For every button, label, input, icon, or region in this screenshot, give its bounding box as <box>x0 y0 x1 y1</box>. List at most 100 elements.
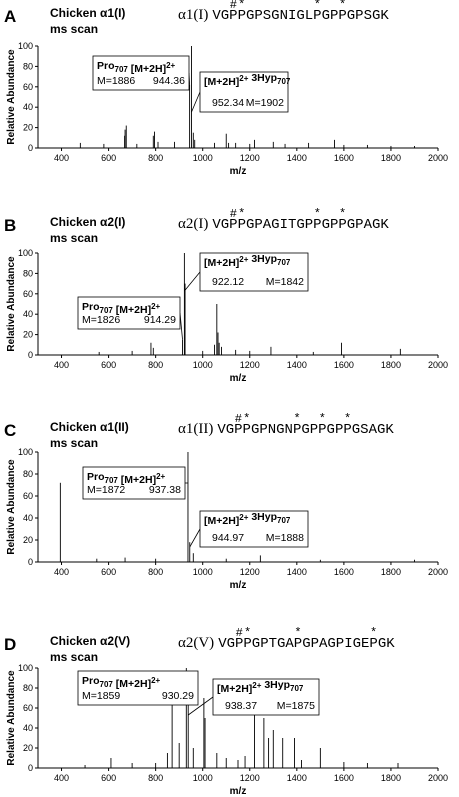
ion-part: Pro <box>87 471 105 483</box>
ion-part: 3Hyp <box>248 511 277 523</box>
y-tick-label: 40 <box>23 309 33 319</box>
y-tick-label: 60 <box>23 82 33 92</box>
sequence-mark: * <box>314 207 321 221</box>
x-tick-label: 1200 <box>240 567 260 577</box>
sequence-mark: * <box>319 412 326 426</box>
annotation-mz: 944.36 <box>153 75 185 87</box>
x-tick-label: 1400 <box>287 360 307 370</box>
annotation-mass: M=1859 <box>82 690 120 702</box>
annotation-pointer <box>184 271 201 292</box>
sequence-mark: * <box>294 412 301 426</box>
sequence-mark: # <box>236 626 243 640</box>
ion-part: [M+2H] <box>204 515 239 527</box>
x-tick-label: 1600 <box>334 773 354 783</box>
x-tick-label: 1800 <box>381 567 401 577</box>
sequence: VGPPGPTGAPGPAGPIGEPGK <box>218 636 395 652</box>
annotation-mass: M=1842 <box>266 276 304 288</box>
panel-title: Chicken α1(II) <box>50 420 129 434</box>
ion-part: 707 <box>277 77 291 86</box>
ion-part: 2+ <box>151 676 160 685</box>
annotation-pointer <box>189 528 201 548</box>
annotation-mass: M=1875 <box>277 700 315 712</box>
x-axis-label: m/z <box>230 786 247 797</box>
y-tick-label: 100 <box>18 663 33 673</box>
x-tick-label: 400 <box>54 153 69 163</box>
x-tick-label: 600 <box>101 773 116 783</box>
ion-part: 2+ <box>239 74 248 83</box>
sequence: VGPPGPAGITGPPGPPGPAGK <box>212 217 389 233</box>
x-axis-label: m/z <box>230 373 247 384</box>
annotation-ion: [M+2H]2+ 3Hyp707 <box>217 679 304 695</box>
x-tick-label: 600 <box>101 153 116 163</box>
x-tick-label: 1000 <box>193 567 213 577</box>
ion-part: 3Hyp <box>261 679 290 691</box>
sequence-mark: * <box>238 207 245 221</box>
sequence: VGPPGPNGNPGPPGPPGSAGK <box>217 422 394 438</box>
ion-part: [M+2H] <box>118 474 156 486</box>
x-tick-label: 2000 <box>428 773 448 783</box>
annotation-mz: 938.37 <box>225 700 257 712</box>
x-tick-label: 2000 <box>428 360 448 370</box>
y-tick-label: 20 <box>23 123 33 133</box>
ion-part: 707 <box>277 258 291 267</box>
annotation-mz: 922.12 <box>212 276 244 288</box>
x-tick-label: 1400 <box>287 567 307 577</box>
ion-part: [M+2H] <box>113 304 151 316</box>
y-axis-label: Relative Abundance <box>6 256 17 352</box>
chain-label: α1(I) <box>178 7 208 23</box>
ion-part: 707 <box>105 476 119 485</box>
x-tick-label: 1000 <box>193 360 213 370</box>
y-tick-label: 20 <box>23 535 33 545</box>
ion-part: [M+2H] <box>217 683 252 695</box>
ion-part: 707 <box>290 684 304 693</box>
annotation-ion: [M+2H]2+ 3Hyp707 <box>204 511 291 527</box>
annotation-ion: Pro707 [M+2H]2+ <box>82 675 161 690</box>
annotation-ion: Pro707 [M+2H]2+ <box>82 301 161 316</box>
annotation-mz: 914.29 <box>144 314 176 326</box>
y-tick-label: 60 <box>23 703 33 713</box>
x-tick-label: 1600 <box>334 360 354 370</box>
y-axis-label: Relative Abundance <box>6 670 17 766</box>
sequence-mark: * <box>243 412 250 426</box>
y-tick-label: 40 <box>23 102 33 112</box>
x-tick-label: 1000 <box>193 153 213 163</box>
y-tick-label: 40 <box>23 513 33 523</box>
y-tick-label: 40 <box>23 723 33 733</box>
y-tick-label: 0 <box>28 350 33 360</box>
annotation-pointer <box>187 696 214 716</box>
x-tick-label: 600 <box>101 567 116 577</box>
sequence-mark: * <box>344 412 351 426</box>
ion-part: 707 <box>115 65 129 74</box>
panel-label: D <box>4 635 16 654</box>
y-tick-label: 100 <box>18 447 33 457</box>
y-tick-label: 60 <box>23 289 33 299</box>
panel-title: Chicken α2(I) <box>50 215 125 229</box>
x-tick-label: 400 <box>54 773 69 783</box>
annotation-mass: M=1872 <box>87 484 125 496</box>
ion-part: [M+2H] <box>204 76 239 88</box>
y-tick-label: 60 <box>23 491 33 501</box>
sequence-mark: # <box>230 207 237 221</box>
x-tick-label: 400 <box>54 567 69 577</box>
x-tick-label: 1400 <box>287 773 307 783</box>
annotation-box <box>199 252 309 292</box>
sequence-mark: * <box>339 0 346 12</box>
panel-subtitle: ms scan <box>50 231 98 245</box>
annotation-box <box>82 466 186 500</box>
panel-label: A <box>4 7 16 26</box>
x-tick-label: 1800 <box>381 153 401 163</box>
annotation-box <box>212 678 320 716</box>
y-tick-label: 100 <box>18 248 33 258</box>
y-tick-label: 20 <box>23 743 33 753</box>
sequence-mark: # <box>235 412 242 426</box>
y-tick-label: 80 <box>23 683 33 693</box>
annotation-mass: M=1888 <box>266 532 304 544</box>
chain-label: α2(V) <box>178 635 214 651</box>
x-tick-label: 800 <box>148 360 163 370</box>
x-tick-label: 1400 <box>287 153 307 163</box>
x-tick-label: 2000 <box>428 567 448 577</box>
panel-title: Chicken α2(V) <box>50 634 130 648</box>
x-tick-label: 600 <box>101 360 116 370</box>
